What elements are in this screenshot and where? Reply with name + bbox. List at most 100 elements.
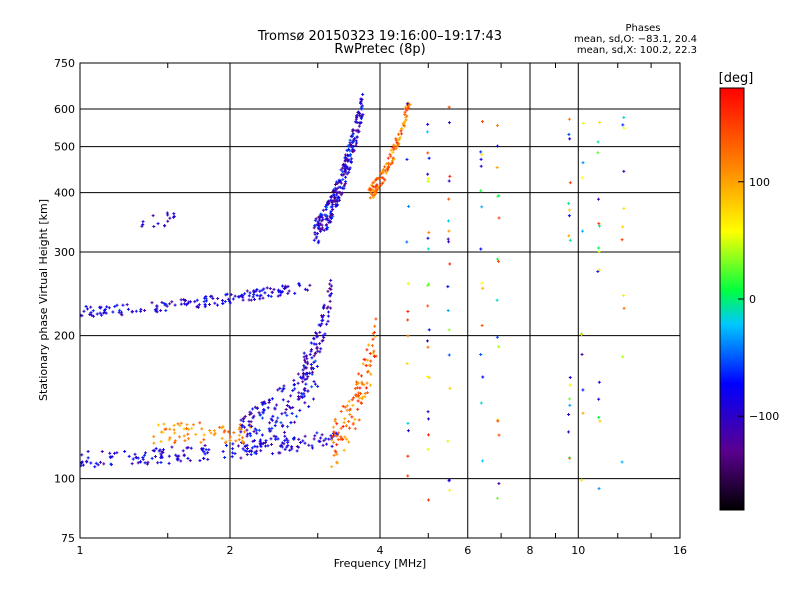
data-point [263, 444, 267, 448]
data-point [350, 398, 354, 402]
data-point [287, 289, 291, 293]
data-point [356, 407, 360, 411]
data-point [141, 223, 145, 227]
data-point [86, 449, 90, 453]
data-point [302, 351, 306, 355]
data-point [287, 405, 291, 409]
data-point [139, 307, 143, 311]
data-point [448, 174, 452, 178]
data-point [293, 420, 297, 424]
data-point [341, 170, 345, 174]
data-point [407, 204, 411, 208]
data-point [141, 220, 145, 224]
data-point [479, 164, 483, 168]
data-point [240, 423, 244, 427]
data-point [261, 401, 265, 405]
data-point [347, 419, 351, 423]
data-point [313, 231, 317, 235]
data-point [250, 446, 254, 450]
data-point [335, 434, 339, 438]
colorbar-tick-label: 100 [749, 176, 770, 189]
data-point [621, 225, 625, 229]
data-point [81, 463, 85, 467]
data-point [357, 391, 361, 395]
data-point [195, 298, 199, 302]
data-point [306, 389, 310, 393]
data-point [159, 456, 163, 460]
data-point [597, 246, 601, 250]
data-point [303, 360, 307, 364]
data-point [120, 313, 124, 317]
data-point [161, 430, 165, 434]
data-point [302, 371, 306, 375]
data-point [342, 448, 346, 452]
data-point [260, 288, 264, 292]
data-point [295, 414, 299, 418]
data-point [255, 293, 259, 297]
data-point [334, 203, 338, 207]
data-point [234, 439, 238, 443]
data-point [278, 451, 282, 455]
data-point [306, 288, 310, 292]
data-point [391, 150, 395, 154]
data-point [357, 124, 361, 128]
data-point [426, 304, 430, 308]
data-point [481, 459, 485, 463]
data-point [231, 297, 235, 301]
data-point [495, 166, 499, 170]
data-point [202, 433, 206, 437]
data-point [202, 456, 206, 460]
data-point [280, 412, 284, 416]
data-point [341, 424, 345, 428]
data-point [241, 447, 245, 451]
data-point [261, 403, 265, 407]
data-point [255, 449, 259, 453]
data-point [320, 433, 324, 437]
data-point [334, 182, 338, 186]
data-point [242, 430, 246, 434]
data-point [164, 427, 168, 431]
data-point [320, 213, 324, 217]
data-point [89, 305, 93, 309]
data-point [271, 414, 275, 418]
data-point [347, 440, 351, 444]
data-point [350, 146, 354, 150]
data-point [362, 383, 366, 387]
data-point [218, 425, 222, 429]
data-point [406, 282, 410, 286]
data-point [239, 430, 243, 434]
data-point [310, 356, 314, 360]
data-point [427, 231, 431, 235]
data-point [320, 322, 324, 326]
data-point [622, 115, 626, 119]
data-point [264, 439, 268, 443]
data-point [263, 401, 267, 405]
data-point [306, 362, 310, 366]
data-point [360, 374, 364, 378]
data-point [156, 222, 160, 226]
data-point [167, 454, 171, 458]
data-point [292, 382, 296, 386]
data-point [334, 188, 338, 192]
data-point [191, 423, 195, 427]
data-point [448, 488, 452, 492]
data-point [203, 303, 207, 307]
data-point [426, 417, 430, 421]
data-point [140, 224, 144, 228]
data-point [289, 421, 293, 425]
data-point [354, 129, 358, 133]
data-point [448, 262, 452, 266]
data-point [316, 349, 320, 353]
data-point [173, 431, 177, 435]
data-point [183, 299, 187, 303]
data-point [176, 422, 180, 426]
data-point [186, 432, 190, 436]
x-tick-label: 4 [377, 544, 384, 557]
data-point [176, 457, 180, 461]
data-point [308, 352, 312, 356]
data-point [368, 383, 372, 387]
data-point [426, 177, 430, 181]
data-point [320, 339, 324, 343]
data-point [364, 364, 368, 368]
data-point [89, 461, 93, 465]
